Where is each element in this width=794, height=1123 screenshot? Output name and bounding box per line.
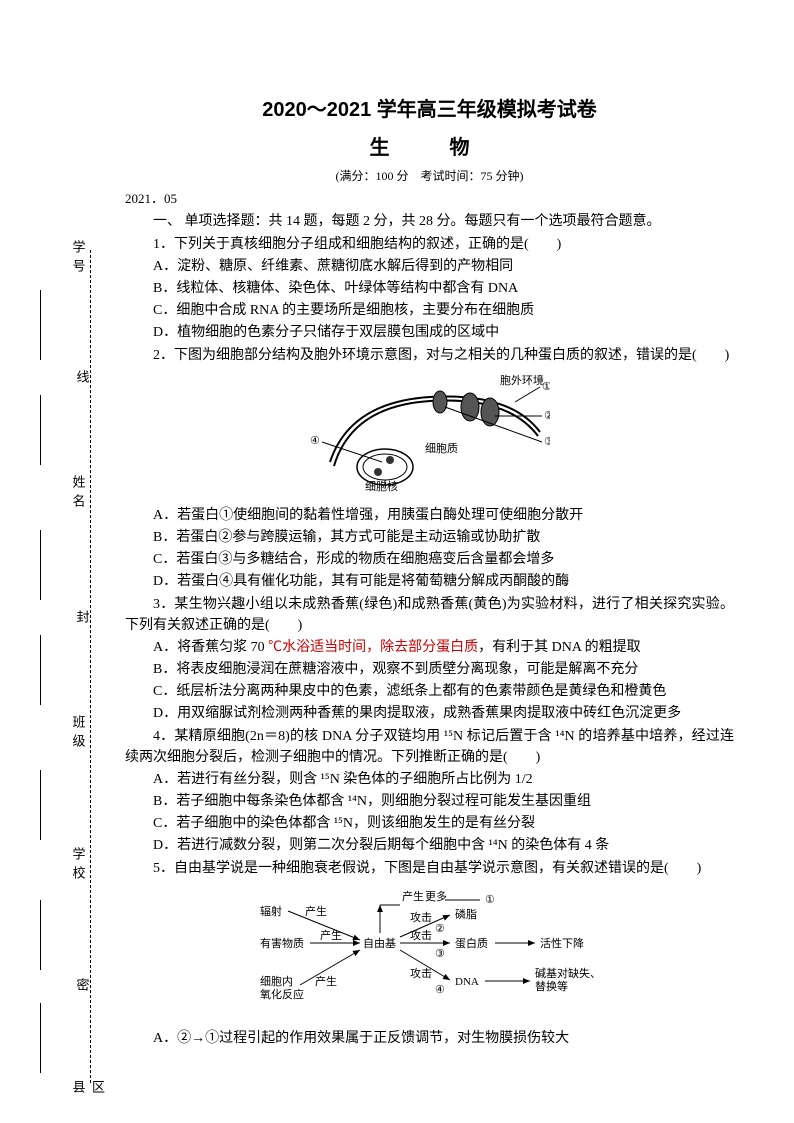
svg-text:细胞核: 细胞核: [365, 479, 398, 492]
q4-opt-b: B．若子细胞中每条染色体都含 ¹⁴N，则细胞分裂过程可能发生基因重组: [125, 791, 734, 812]
svg-text:产生: 产生: [402, 889, 424, 903]
binding-label-quxian: 区县: [68, 1080, 107, 1099]
q4-opt-a: A．若进行有丝分裂，则含 ¹⁵N 染色体的子细胞所占比例为 1/2: [125, 769, 734, 790]
svg-text:碱基对缺失、: 碱基对缺失、: [535, 966, 601, 980]
svg-text:②: ②: [544, 410, 550, 422]
q3-opt-d: D．用双缩脲试剂检测两种香蕉的果肉提取液，成熟香蕉果肉提取液中砖红色沉淀更多: [125, 703, 734, 724]
binding-line: [40, 1003, 41, 1073]
svg-text:产生: 产生: [305, 904, 327, 918]
node-radiation: 辐射: [260, 904, 282, 918]
section-1-header: 一、 单项选择题：共 14 题，每题 2 分，共 28 分。每题只有一个选项最符…: [125, 211, 734, 232]
binding-label-xingming: 姓名: [68, 475, 88, 513]
q5-figure: 辐射 有害物质 细胞内氧化反应 产生 产生 产生 自由基 攻击 产生更多 ① 磷…: [125, 885, 734, 1022]
svg-text:②: ②: [435, 923, 445, 935]
binding-line: [40, 530, 41, 600]
binding-label-banji: 班级: [68, 715, 88, 753]
node-oxidation: 细胞内: [260, 974, 293, 988]
svg-text:攻击: 攻击: [410, 928, 432, 942]
binding-line: [40, 770, 41, 840]
exam-meta: (满分：100 分 考试时间：75 分钟): [125, 167, 734, 185]
binding-line: [40, 900, 41, 970]
q2-stem: 2．下图为细胞部分结构及胞外环境示意图，对与之相关的几种蛋白质的叙述，错误的是(…: [125, 345, 734, 366]
q2-opt-c: C．若蛋白③与多糖结合，形成的物质在细胞癌变后含量都会增多: [125, 549, 734, 570]
svg-text:更多: 更多: [425, 889, 447, 903]
svg-text:攻击: 攻击: [410, 910, 432, 924]
binding-line: [40, 290, 41, 360]
svg-text:胞外环境: 胞外环境: [500, 373, 544, 387]
svg-text:磷脂: 磷脂: [455, 907, 477, 921]
node-harmful: 有害物质: [260, 936, 304, 950]
q2-opt-a: A．若蛋白①使细胞间的黏着性增强，用胰蛋白酶处理可使细胞分散开: [125, 505, 734, 526]
q3-a-pre: A．将香蕉匀浆 70: [153, 640, 268, 655]
q3-opt-a: A．将香蕉匀浆 70 ℃水浴适当时间，除去部分蛋白质，有利于其 DNA 的粗提取: [125, 637, 734, 658]
q1-opt-c: C．细胞中合成 RNA 的主要场所是细胞核，主要分布在细胞质: [125, 300, 734, 321]
binding-seal-xian: 线: [72, 370, 92, 383]
binding-line: [40, 395, 41, 465]
binding-label-xuexiao: 学校: [68, 847, 88, 885]
q1-opt-b: B．线粒体、核糖体、染色体、叶绿体等结构中都含有 DNA: [125, 278, 734, 299]
q3-opt-c: C．纸层析法分离两种果皮中的色素，滤纸条上都有的色素带颜色是黄绿色和橙黄色: [125, 681, 734, 702]
q5-opt-a: A．②→①过程引起的作用效果属于正反馈调节，对生物膜损伤较大: [125, 1028, 734, 1049]
svg-text:蛋白质: 蛋白质: [455, 936, 488, 950]
svg-text:活性下降: 活性下降: [540, 936, 584, 950]
q3-opt-b: B．将表皮细胞浸润在蔗糖溶液中，观察不到质壁分离现象，可能是解离不充分: [125, 659, 734, 680]
q4-opt-c: C．若子细胞中的染色体都含 ¹⁵N，则该细胞发生的是有丝分裂: [125, 813, 734, 834]
svg-text:④: ④: [310, 435, 320, 447]
svg-text:自由基: 自由基: [363, 936, 396, 950]
binding-seal-mi: 密: [72, 978, 92, 991]
binding-seal-feng: 封: [72, 610, 92, 623]
exam-title: 2020～2021 学年高三年级模拟考试卷: [125, 95, 734, 125]
binding-label-xuehao: 学号: [68, 240, 88, 278]
svg-text:攻击: 攻击: [410, 966, 432, 980]
q2-figure: ① ② ③ ④ 胞外环境 细胞质 细胞核: [125, 372, 734, 499]
q2-opt-b: B．若蛋白②参与跨膜运输，其方式可能是主动运输或协助扩散: [125, 527, 734, 548]
svg-text:①: ①: [485, 894, 495, 906]
svg-text:③: ③: [435, 948, 445, 960]
exam-date: 2021．05: [125, 189, 734, 209]
page-content: 2020～2021 学年高三年级模拟考试卷 生 物 (满分：100 分 考试时间…: [125, 0, 734, 1049]
binding-strip: 学号 线 姓名 封 班级 学校 密 区县: [30, 250, 91, 1083]
q5-stem: 5．自由基学说是一种细胞衰老假说，下图是自由基学说示意图，有关叙述错误的是( ): [125, 858, 734, 879]
svg-text:细胞质: 细胞质: [425, 442, 458, 455]
q4-stem: 4．某精原细胞(2n＝8)的核 DNA 分子双链均用 ¹⁵N 标记后置于含 ¹⁴…: [125, 726, 734, 768]
q1-opt-d: D．植物细胞的色素分子只储存于双层膜包围成的区域中: [125, 322, 734, 343]
q4-opt-d: D．若进行减数分裂，则第二次分裂后期每个细胞中含 ¹⁴N 的染色体有 4 条: [125, 835, 734, 856]
svg-text:产生: 产生: [315, 974, 337, 988]
svg-text:③: ③: [544, 436, 550, 448]
binding-line: [40, 635, 41, 705]
q1-opt-a: A．淀粉、糖原、纤维素、蔗糖彻底水解后得到的产物相同: [125, 256, 734, 277]
svg-text:氧化反应: 氧化反应: [260, 987, 304, 1001]
q3-a-post: ，有利于其 DNA 的粗提取: [478, 640, 641, 655]
svg-text:④: ④: [435, 984, 445, 996]
q2-opt-d: D．若蛋白④具有催化功能，其有可能是将葡萄糖分解成丙酮酸的酶: [125, 571, 734, 592]
svg-text:DNA: DNA: [455, 976, 479, 988]
svg-text:产生: 产生: [320, 928, 342, 942]
q3-a-red: ℃水浴适当时间，除去部分蛋白质: [268, 640, 478, 655]
svg-text:替换等: 替换等: [535, 979, 568, 993]
exam-subject: 生 物: [125, 133, 734, 163]
q3-stem: 3．某生物兴趣小组以未成熟香蕉(绿色)和成熟香蕉(黄色)为实验材料，进行了相关探…: [125, 594, 734, 636]
q1-stem: 1．下列关于真核细胞分子组成和细胞结构的叙述，正确的是( ): [125, 234, 734, 255]
